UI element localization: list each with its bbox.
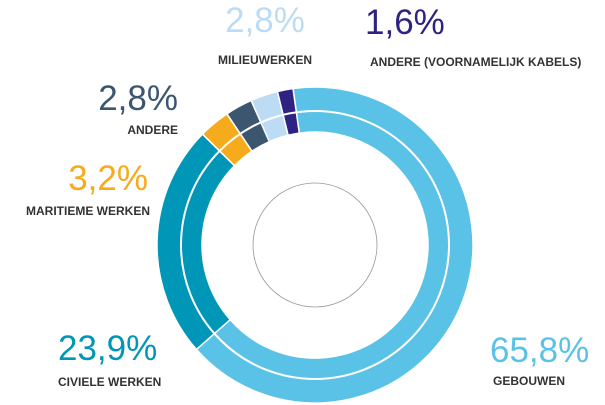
value-label: 65,8% (490, 331, 589, 370)
category-label: GEBOUWEN (493, 374, 565, 388)
donut-segment (276, 87, 301, 137)
ring-divider (180, 110, 450, 380)
donut-segment (156, 133, 236, 351)
donut-segment (195, 86, 474, 404)
value-label: 1,6% (365, 3, 445, 42)
category-label: ANDERE (VOORNAMELIJK KABELS) (370, 55, 581, 69)
value-label: 3,2% (68, 159, 148, 198)
value-label: 2,8% (98, 79, 178, 118)
category-label: MILIEUWERKEN (218, 53, 312, 67)
category-label: MARITIEME WERKEN (26, 204, 150, 218)
inner-circle (252, 182, 378, 308)
category-label: CIVIELE WERKEN (58, 375, 161, 389)
value-label: 2,8% (225, 1, 305, 40)
value-label: 23,9% (58, 329, 157, 368)
category-label: ANDERE (127, 123, 178, 137)
